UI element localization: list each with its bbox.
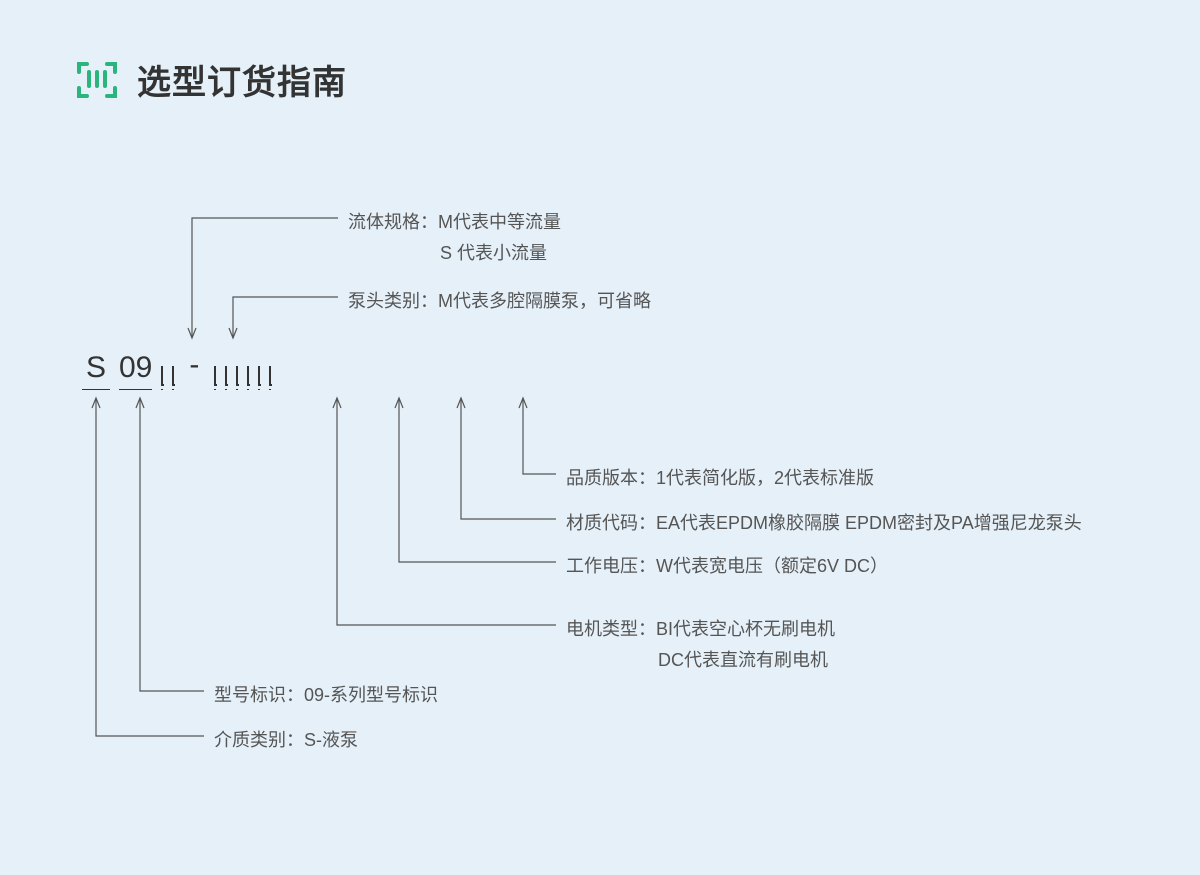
label-quality: 品质版本：1代表简化版，2代表标准版: [566, 465, 874, 492]
label-fluid-spec-l1: M代表中等流量: [438, 212, 561, 232]
label-motor-l2: DC代表直流有刷电机: [658, 647, 828, 674]
label-model: 型号标识：09-系列型号标识: [214, 682, 438, 709]
label-motor: 电机类型：BI代表空心杯无刷电机: [566, 616, 835, 643]
label-pump-head-l1: M代表多腔隔膜泵，可省略: [438, 291, 651, 311]
label-fluid-spec-l2: S 代表小流量: [440, 240, 547, 267]
label-pump-head-key: 泵头类别：: [348, 291, 438, 311]
label-material: 材质代码：EA代表EPDM橡胶隔膜 EPDM密封及PA增强尼龙泵头: [566, 510, 1082, 537]
label-fluid-spec-key: 流体规格：: [348, 212, 438, 232]
label-medium: 介质类别：S-液泵: [214, 727, 358, 754]
connector-lines: [0, 0, 1200, 875]
label-fluid-spec: 流体规格：M代表中等流量: [348, 209, 561, 236]
label-pump-head: 泵头类别：M代表多腔隔膜泵，可省略: [348, 288, 651, 315]
label-voltage: 工作电压：W代表宽电压（额定6V DC）: [566, 553, 888, 580]
